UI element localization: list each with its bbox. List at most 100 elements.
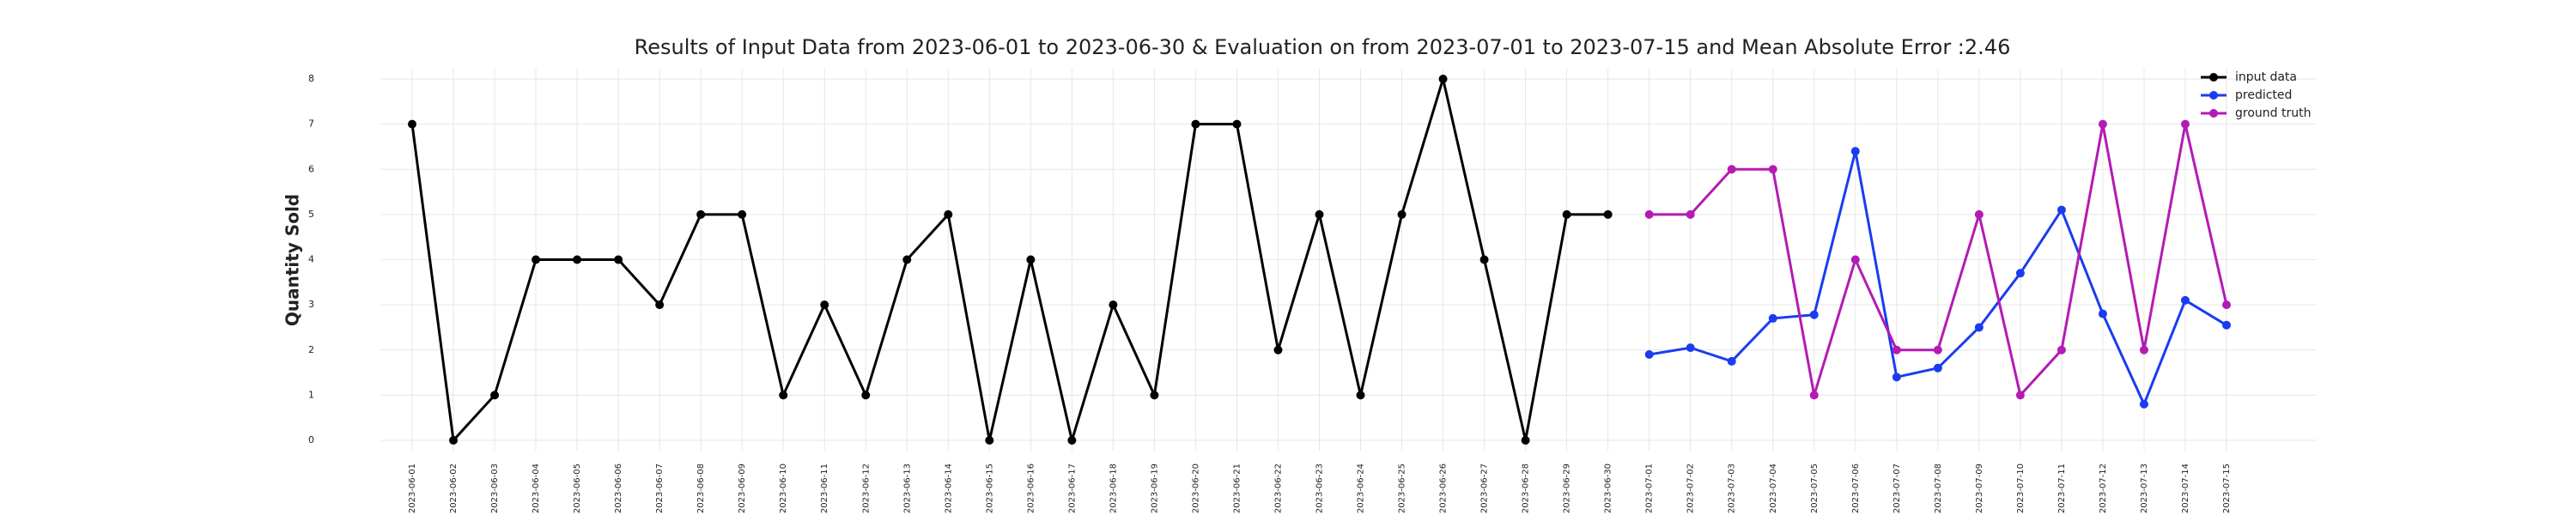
x-tick-label: 2023-06-03 bbox=[490, 464, 500, 513]
x-tick-label: 2023-07-02 bbox=[1686, 464, 1696, 513]
data-point bbox=[1026, 255, 1036, 264]
x-tick-label: 2023-06-06 bbox=[614, 464, 623, 513]
data-point bbox=[2139, 399, 2148, 409]
x-tick-label: 2023-06-11 bbox=[820, 464, 829, 513]
x-tick-label: 2023-07-04 bbox=[1769, 464, 1778, 513]
x-tick-label: 2023-07-06 bbox=[1851, 464, 1861, 513]
data-point bbox=[944, 209, 953, 219]
x-tick-label: 2023-06-14 bbox=[944, 464, 953, 513]
legend-marker bbox=[2209, 109, 2218, 118]
data-point bbox=[2057, 205, 2066, 215]
data-point bbox=[532, 255, 541, 264]
data-point bbox=[2139, 345, 2148, 354]
y-tick-label: 2 bbox=[308, 344, 314, 355]
data-point bbox=[1768, 165, 1777, 174]
x-tick-label: 2023-07-08 bbox=[1934, 464, 1943, 513]
data-point bbox=[490, 391, 500, 400]
x-tick-label: 2023-06-29 bbox=[1563, 464, 1572, 513]
data-point bbox=[449, 436, 459, 445]
data-point bbox=[1315, 209, 1324, 219]
x-tick-label: 2023-06-04 bbox=[532, 464, 541, 513]
data-point bbox=[1109, 300, 1118, 310]
x-tick-label: 2023-06-08 bbox=[696, 464, 706, 513]
data-point bbox=[2180, 119, 2190, 129]
data-point bbox=[2015, 269, 2025, 278]
series-line bbox=[410, 74, 1608, 445]
legend-label: predicted bbox=[2235, 88, 2292, 102]
x-tick-label: 2023-06-19 bbox=[1150, 464, 1159, 513]
data-point bbox=[1562, 209, 1571, 219]
data-point bbox=[1974, 323, 1984, 332]
x-tick-label: 2023-06-05 bbox=[573, 464, 582, 513]
data-point bbox=[2057, 345, 2066, 354]
data-point bbox=[2222, 300, 2231, 310]
data-point bbox=[408, 119, 416, 129]
y-tick-label: 6 bbox=[308, 163, 314, 174]
y-axis-label: Quantity Sold bbox=[283, 194, 303, 326]
x-tick-label: 2023-06-22 bbox=[1273, 464, 1283, 513]
data-point bbox=[2222, 320, 2231, 330]
legend-label: input data bbox=[2235, 70, 2297, 84]
data-point bbox=[1850, 255, 1860, 264]
data-point bbox=[1809, 391, 1819, 400]
data-point bbox=[1768, 313, 1777, 323]
y-tick-label: 0 bbox=[308, 434, 314, 445]
y-tick-label: 8 bbox=[308, 73, 314, 84]
legend-label: ground truth bbox=[2235, 106, 2311, 120]
x-tick-label: 2023-06-15 bbox=[985, 464, 994, 513]
x-tick-label: 2023-06-01 bbox=[408, 464, 417, 513]
data-point bbox=[2098, 119, 2107, 129]
data-point bbox=[1232, 119, 1242, 129]
data-point bbox=[861, 391, 871, 400]
x-tick-label: 2023-07-12 bbox=[2099, 464, 2108, 513]
x-tick-label: 2023-07-09 bbox=[1975, 464, 1984, 513]
x-tick-label: 2023-06-16 bbox=[1026, 464, 1036, 513]
x-tick-label: 2023-06-13 bbox=[902, 464, 912, 513]
x-tick-label: 2023-06-28 bbox=[1522, 464, 1531, 513]
y-tick-label: 1 bbox=[308, 389, 314, 400]
data-point bbox=[1438, 75, 1448, 83]
data-point bbox=[1521, 436, 1530, 445]
data-point bbox=[1686, 343, 1695, 353]
y-tick-label: 7 bbox=[308, 118, 314, 130]
data-point bbox=[655, 300, 665, 310]
x-tick-label: 2023-06-20 bbox=[1191, 464, 1200, 513]
x-tick-label: 2023-06-02 bbox=[449, 464, 459, 513]
data-point bbox=[1067, 436, 1077, 445]
x-tick-label: 2023-06-09 bbox=[738, 464, 747, 513]
data-point bbox=[1933, 363, 1942, 373]
legend-marker bbox=[2209, 73, 2218, 82]
x-tick-label: 2023-07-11 bbox=[2057, 464, 2067, 513]
data-point bbox=[902, 255, 912, 264]
x-tick-label: 2023-07-01 bbox=[1645, 464, 1655, 513]
data-point bbox=[1191, 119, 1200, 129]
data-point bbox=[1727, 165, 1736, 174]
data-point bbox=[2098, 309, 2107, 318]
data-point bbox=[2015, 391, 2025, 400]
data-point bbox=[1397, 209, 1406, 219]
chart-title: Results of Input Data from 2023-06-01 to… bbox=[635, 35, 2011, 59]
x-tick-label: 2023-06-23 bbox=[1315, 464, 1325, 513]
x-tick-label: 2023-06-26 bbox=[1439, 464, 1449, 513]
data-point bbox=[1809, 310, 1819, 319]
data-point bbox=[1892, 373, 1901, 382]
data-point bbox=[820, 300, 829, 310]
data-point bbox=[1356, 391, 1365, 400]
x-tick-label: 2023-06-24 bbox=[1357, 464, 1366, 513]
data-point bbox=[1974, 209, 1984, 219]
data-point bbox=[1273, 345, 1283, 354]
data-point bbox=[1150, 391, 1159, 400]
data-point bbox=[1686, 209, 1695, 219]
x-tick-label: 2023-07-14 bbox=[2181, 464, 2190, 513]
data-point bbox=[1727, 356, 1736, 366]
x-tick-label: 2023-06-27 bbox=[1480, 464, 1490, 513]
y-tick-label: 4 bbox=[308, 254, 314, 265]
data-point bbox=[696, 209, 706, 219]
data-point bbox=[1933, 345, 1942, 354]
data-point bbox=[1479, 255, 1489, 264]
y-tick-label: 3 bbox=[308, 299, 314, 310]
x-tick-label: 2023-07-10 bbox=[2016, 464, 2026, 513]
x-tick-label: 2023-07-15 bbox=[2222, 464, 2232, 513]
x-tick-label: 2023-07-13 bbox=[2140, 464, 2149, 513]
data-point bbox=[1603, 209, 1613, 219]
